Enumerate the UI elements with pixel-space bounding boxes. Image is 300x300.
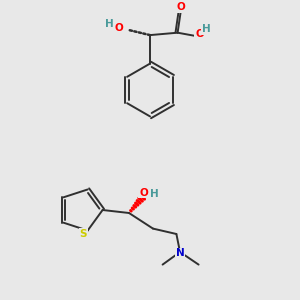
Text: H: H [105, 19, 114, 29]
Text: O: O [115, 23, 124, 33]
Text: H: H [202, 24, 211, 34]
Text: S: S [80, 229, 87, 238]
Text: O: O [176, 2, 185, 12]
Text: H: H [150, 189, 159, 200]
Text: O: O [195, 29, 204, 39]
Text: N: N [176, 248, 184, 259]
Text: O: O [139, 188, 148, 198]
